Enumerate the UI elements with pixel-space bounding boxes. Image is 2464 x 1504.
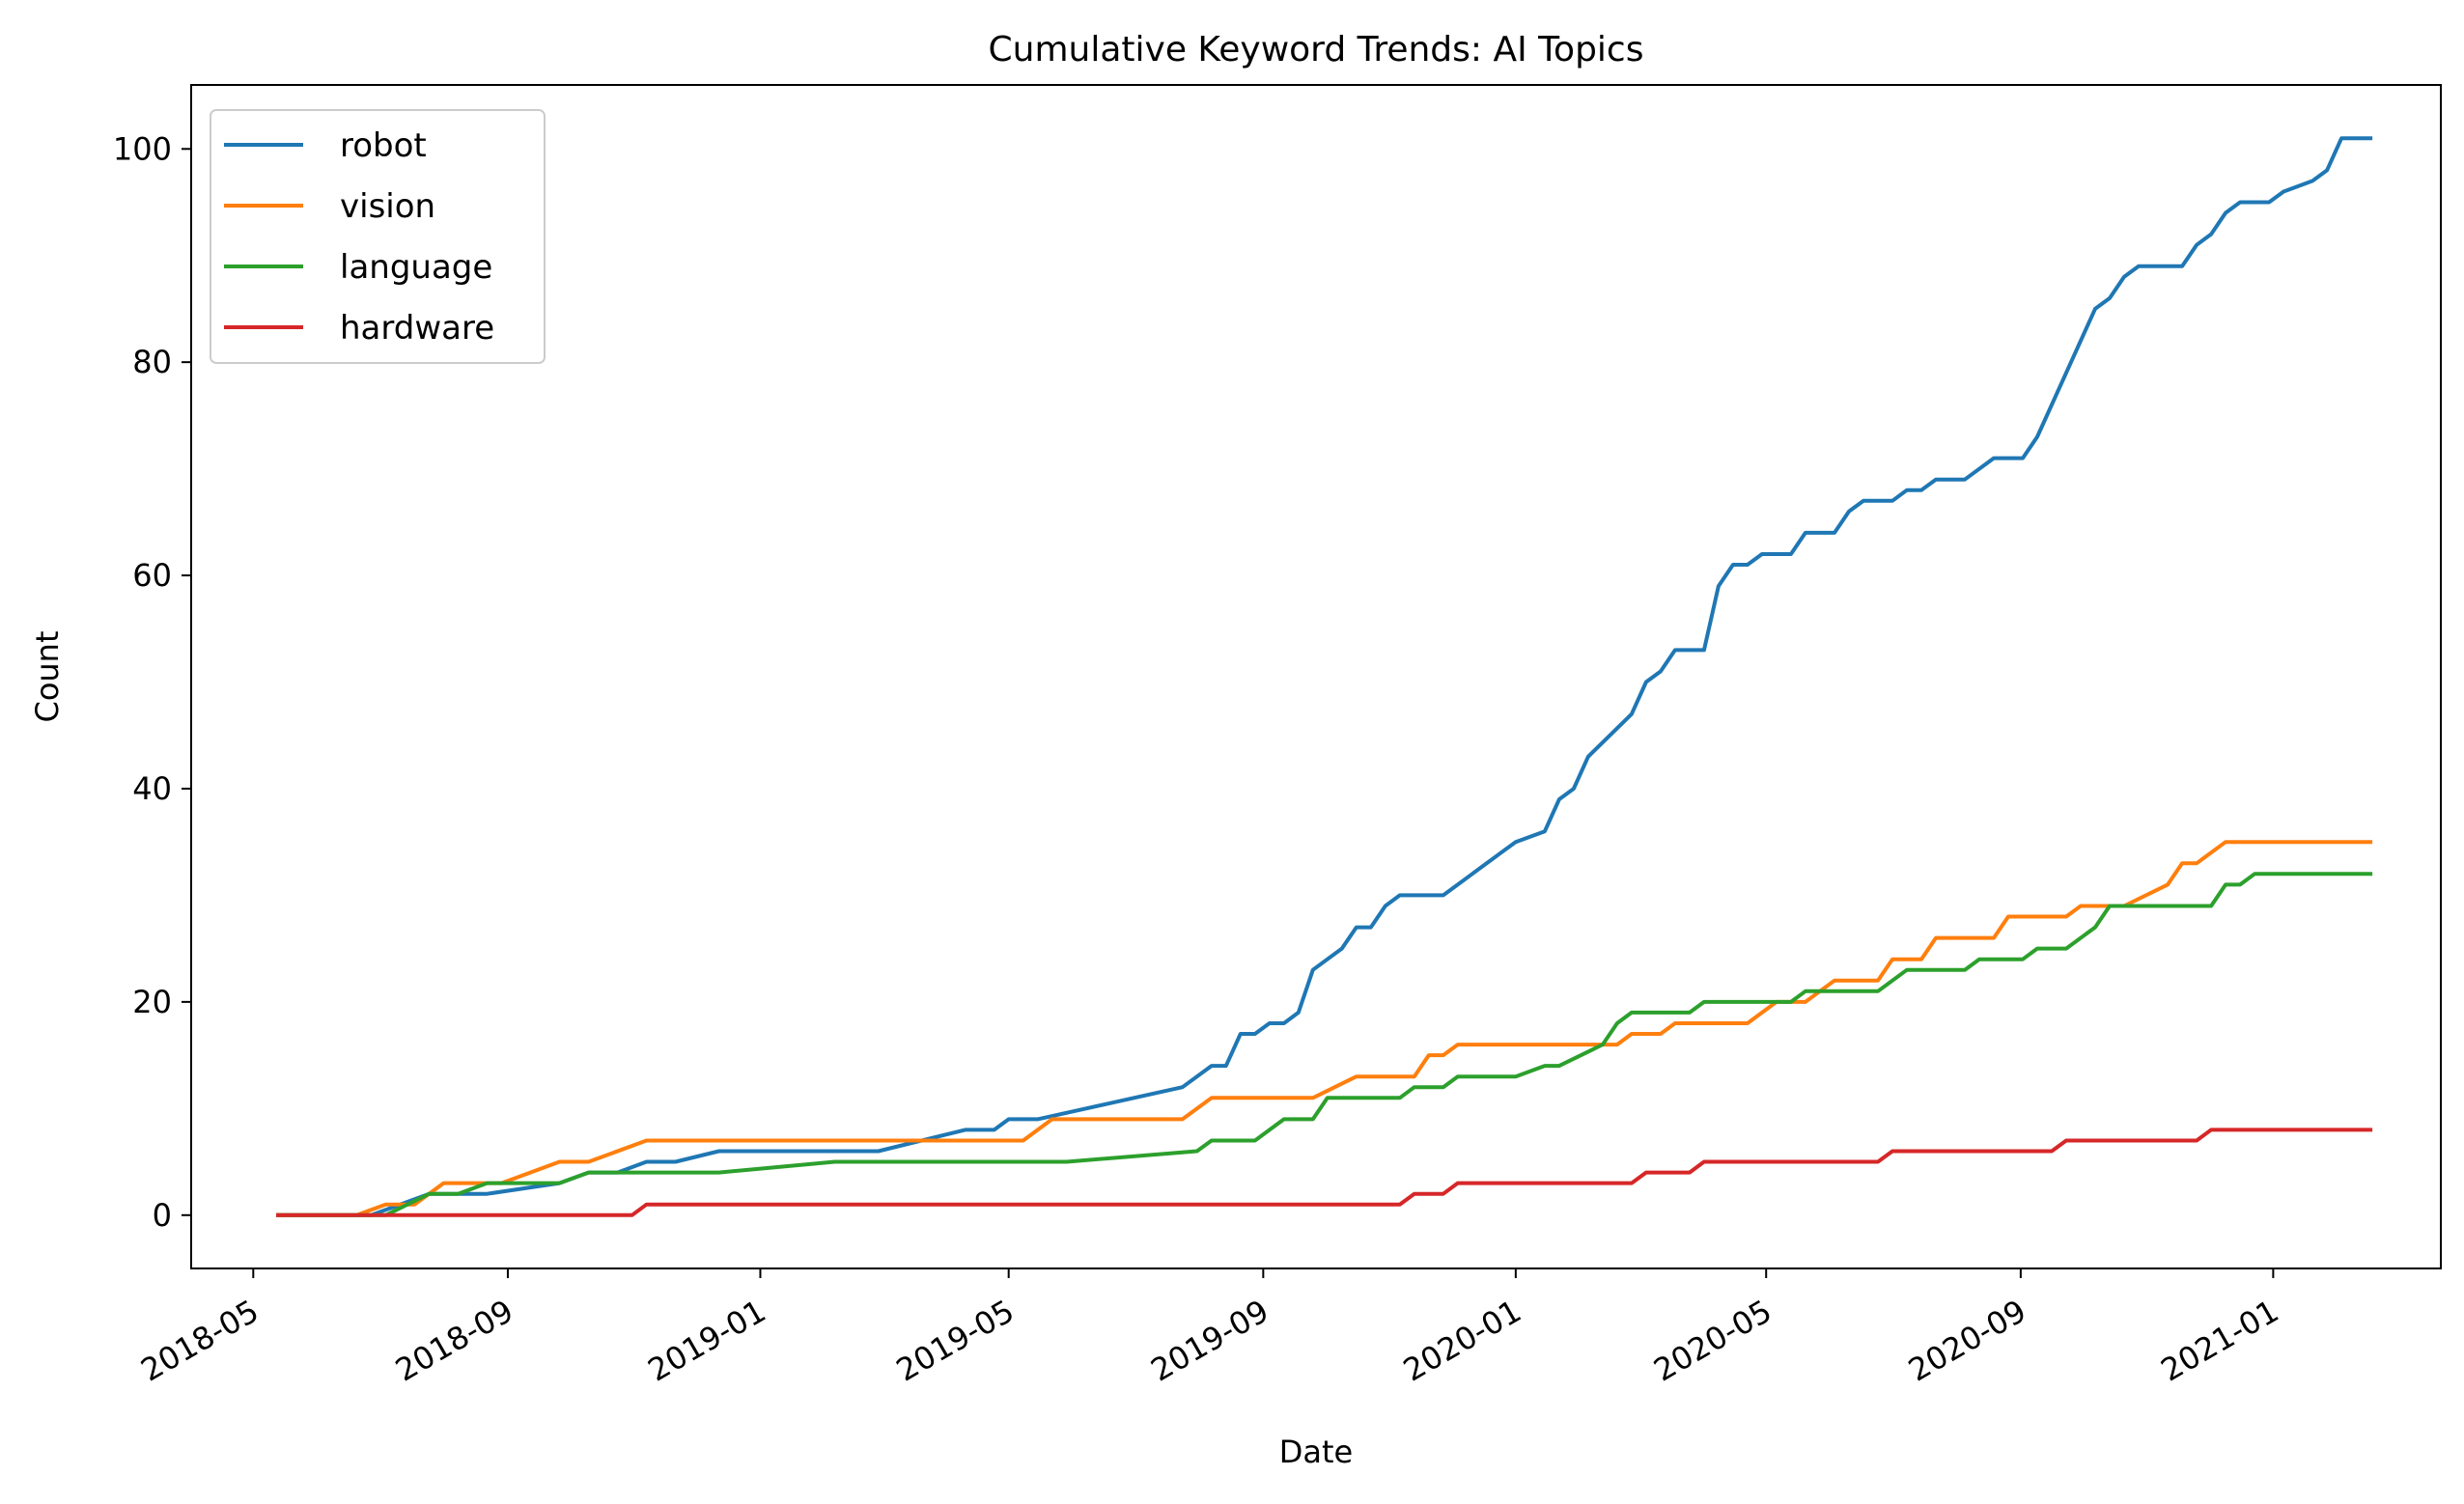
series-line-hardware [276,1128,2373,1217]
series-line-robot [276,136,2373,1217]
y-tick-label: 0 [153,1197,172,1234]
y-tick-label: 20 [132,984,172,1020]
legend-label-vision: vision [340,187,435,226]
y-tick-label: 40 [132,770,172,807]
legend-label-language: language [340,248,492,287]
legend-label-hardware: hardware [340,309,494,348]
y-axis-ticks: 0 20 40 60 80 100 [113,130,191,1234]
legend-box [210,109,546,364]
legend: robot vision language hardware [210,109,546,364]
y-axis-label: Count [29,630,66,722]
legend-label-robot: robot [340,126,427,165]
series-line-language [276,872,2373,1217]
y-tick-label: 100 [113,130,172,167]
chart-title: Cumulative Keyword Trends: AI Topics [989,30,1644,70]
series-line-vision [276,840,2373,1217]
plot-frame [190,84,2442,1269]
series-layer [276,136,2373,1217]
x-axis-label: Date [1279,1434,1353,1470]
y-tick-label: 80 [132,344,172,380]
y-tick-label: 60 [132,557,172,594]
